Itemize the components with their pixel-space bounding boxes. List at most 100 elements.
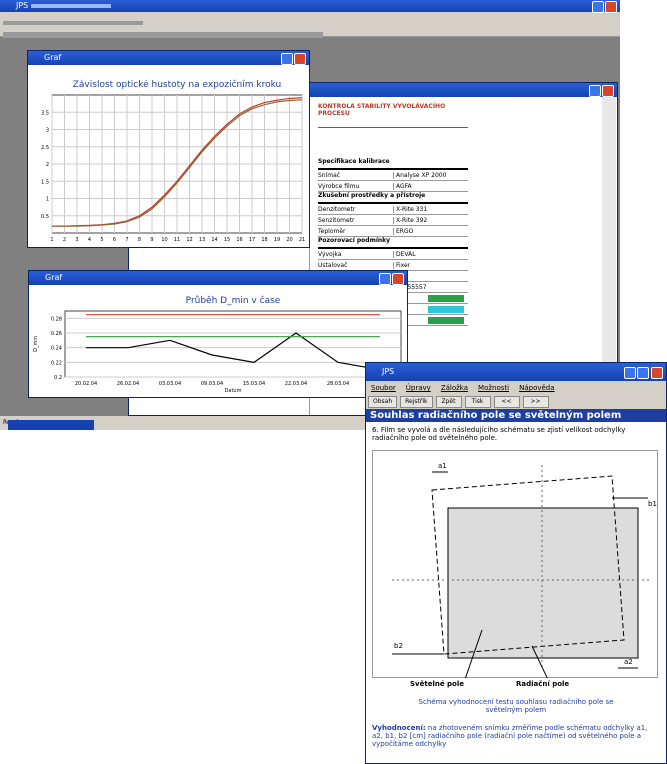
chart-window-title: Graf: [29, 271, 407, 285]
panel-row: Výrobce filmu AGFA: [318, 181, 468, 192]
menu-item[interactable]: Možnosti: [478, 384, 510, 392]
y-tick-label: 0.24: [51, 346, 62, 352]
x-tick-label: 3: [75, 237, 78, 243]
y-tick-label: 3.5: [41, 110, 49, 116]
series-line: [86, 332, 381, 371]
x-tick-label: 7: [125, 237, 128, 243]
panel-row: Denzitometr X-Rite 331: [318, 204, 468, 215]
help-title: JPS: [366, 363, 666, 381]
x-tick-label: 5: [100, 237, 103, 243]
row-value: DEVAL: [393, 250, 416, 258]
panel-row: Snímač Analyse XP 2000: [318, 170, 468, 181]
series-line: [52, 99, 303, 227]
y-tick-label: 0.26: [51, 331, 62, 337]
chart-title: Závislost optické hustoty na expozičním …: [73, 79, 282, 90]
x-tick-label: 19: [274, 237, 280, 243]
x-tick-label: 8: [138, 237, 141, 243]
legend-label: Radiační pole: [516, 680, 570, 688]
toolbar-button[interactable]: Rejstřík: [400, 396, 433, 408]
row-value: X-Rite 331: [393, 205, 427, 213]
menu-item[interactable]: Záložka: [440, 384, 469, 392]
x-tick-label: 1: [50, 237, 53, 243]
help-toolbar: Obsah Rejstřík Zpět Tisk << >>: [366, 395, 666, 409]
leader: [464, 629, 483, 678]
radiation-field: [431, 475, 625, 655]
x-tick-label: 28.03.04: [327, 381, 349, 387]
minimized-window[interactable]: [8, 420, 94, 430]
x-tick-label: 2: [63, 237, 66, 243]
field-diagram: a1 b1 b2 a2: [372, 450, 658, 678]
x-tick-label: 6: [113, 237, 116, 243]
y-tick-label: 2: [46, 162, 49, 168]
dim-label: a2: [624, 658, 633, 666]
close-button[interactable]: [605, 1, 617, 13]
x-tick-label: 16: [236, 237, 242, 243]
x-tick-label: 9: [150, 237, 153, 243]
row-value: Fixer: [393, 261, 410, 269]
x-tick-label: 09.03.04: [201, 381, 223, 387]
chart-window-title: Graf: [28, 51, 309, 65]
x-tick-label: 26.02.04: [117, 381, 139, 387]
app-title-text: JPS: [16, 1, 29, 10]
y-tick-label: 1.5: [41, 179, 49, 185]
window-title-text: Graf: [45, 273, 63, 282]
menu-item[interactable]: Nápověda: [519, 384, 555, 392]
section-title: Pozorovací podmínky: [318, 237, 468, 249]
y-tick-label: 0.28: [51, 316, 62, 322]
diagram-caption: Schéma vyhodnocení testu souhlasu radiač…: [418, 698, 614, 714]
leader: [531, 645, 548, 678]
help-step: 6. Film se vyvolá a dle následujícího sc…: [372, 426, 626, 442]
y-tick-label: 0.2: [54, 375, 62, 381]
chart-window: Graf Závislost optické hustoty na expozi…: [27, 50, 310, 248]
x-tick-label: 10: [161, 237, 167, 243]
scrollbar[interactable]: [602, 97, 616, 415]
toolbar-button[interactable]: Tisk: [464, 396, 491, 408]
y-tick-label: 2.5: [41, 145, 49, 151]
row-value: Analyse XP 2000: [393, 171, 446, 179]
x-tick-label: 11: [174, 237, 180, 243]
row-label: Senzitometr: [318, 216, 355, 224]
window-title-text: JPS: [382, 367, 395, 376]
panel-row: Teploměr ERGO: [318, 226, 468, 237]
help-window: JPS Soubor Úpravy Záložka Možnosti Nápověda …: [365, 362, 667, 764]
x-tick-label: 22.03.04: [285, 381, 307, 387]
status-bar: [428, 316, 464, 324]
toolbar-button[interactable]: <<: [493, 396, 520, 408]
y-tick-label: 0.5: [41, 214, 49, 220]
plot-area: [64, 310, 402, 378]
help-menu: Soubor Úpravy Záložka Možnosti Nápověda: [366, 381, 666, 395]
toolbar-button[interactable]: >>: [522, 396, 549, 408]
min-button[interactable]: [592, 1, 604, 13]
row-label: Denzitometr: [318, 205, 356, 213]
x-tick-label: 4: [88, 237, 91, 243]
dim-label: a1: [438, 462, 447, 470]
x-tick-label: 15.03.04: [243, 381, 265, 387]
help-heading: Souhlas radiačního pole se světelným pol…: [366, 409, 666, 422]
menu-item[interactable]: Úpravy: [405, 384, 431, 392]
menubar: [0, 12, 620, 25]
status-bar: [428, 305, 464, 313]
row-label: Ustalovač: [318, 261, 348, 269]
app-title: JPS: [0, 0, 620, 13]
row-label: Snímač: [318, 171, 341, 179]
toolbar-button[interactable]: Zpět: [435, 396, 462, 408]
section-title: Zkušební prostředky a přístroje: [318, 192, 468, 204]
chart: Průběh D_min v čase 0.2 0.22 0.24 0.26 0.28 20…: [29, 285, 407, 397]
dim-label: b2: [394, 642, 403, 650]
x-tick-label: 12: [186, 237, 192, 243]
x-tick-label: 15: [224, 237, 230, 243]
panel-row: Senzitometr X-Rite 392: [318, 215, 468, 226]
chart-window: Graf Průběh D_min v čase 0.2 0.22 0.24 0.26 0…: [28, 270, 408, 398]
y-tick-label: 0.22: [51, 360, 62, 366]
eval-text: na zhotoveném snímku změříme podle schém…: [372, 724, 648, 748]
status-bar: [428, 294, 464, 302]
menu-item[interactable]: Soubor: [371, 384, 396, 392]
eval-title: Vyhodnocení:: [372, 724, 426, 732]
toolbar-button[interactable]: Obsah: [368, 396, 398, 408]
row-label: Vývojka: [318, 250, 342, 258]
window-title-text: Graf: [44, 53, 62, 62]
evaluation: Vyhodnocení: na zhotoveném snímku změřím…: [366, 718, 666, 748]
x-tick-label: 21: [299, 237, 305, 243]
section-title: Specifikace kalibrace: [318, 158, 468, 170]
